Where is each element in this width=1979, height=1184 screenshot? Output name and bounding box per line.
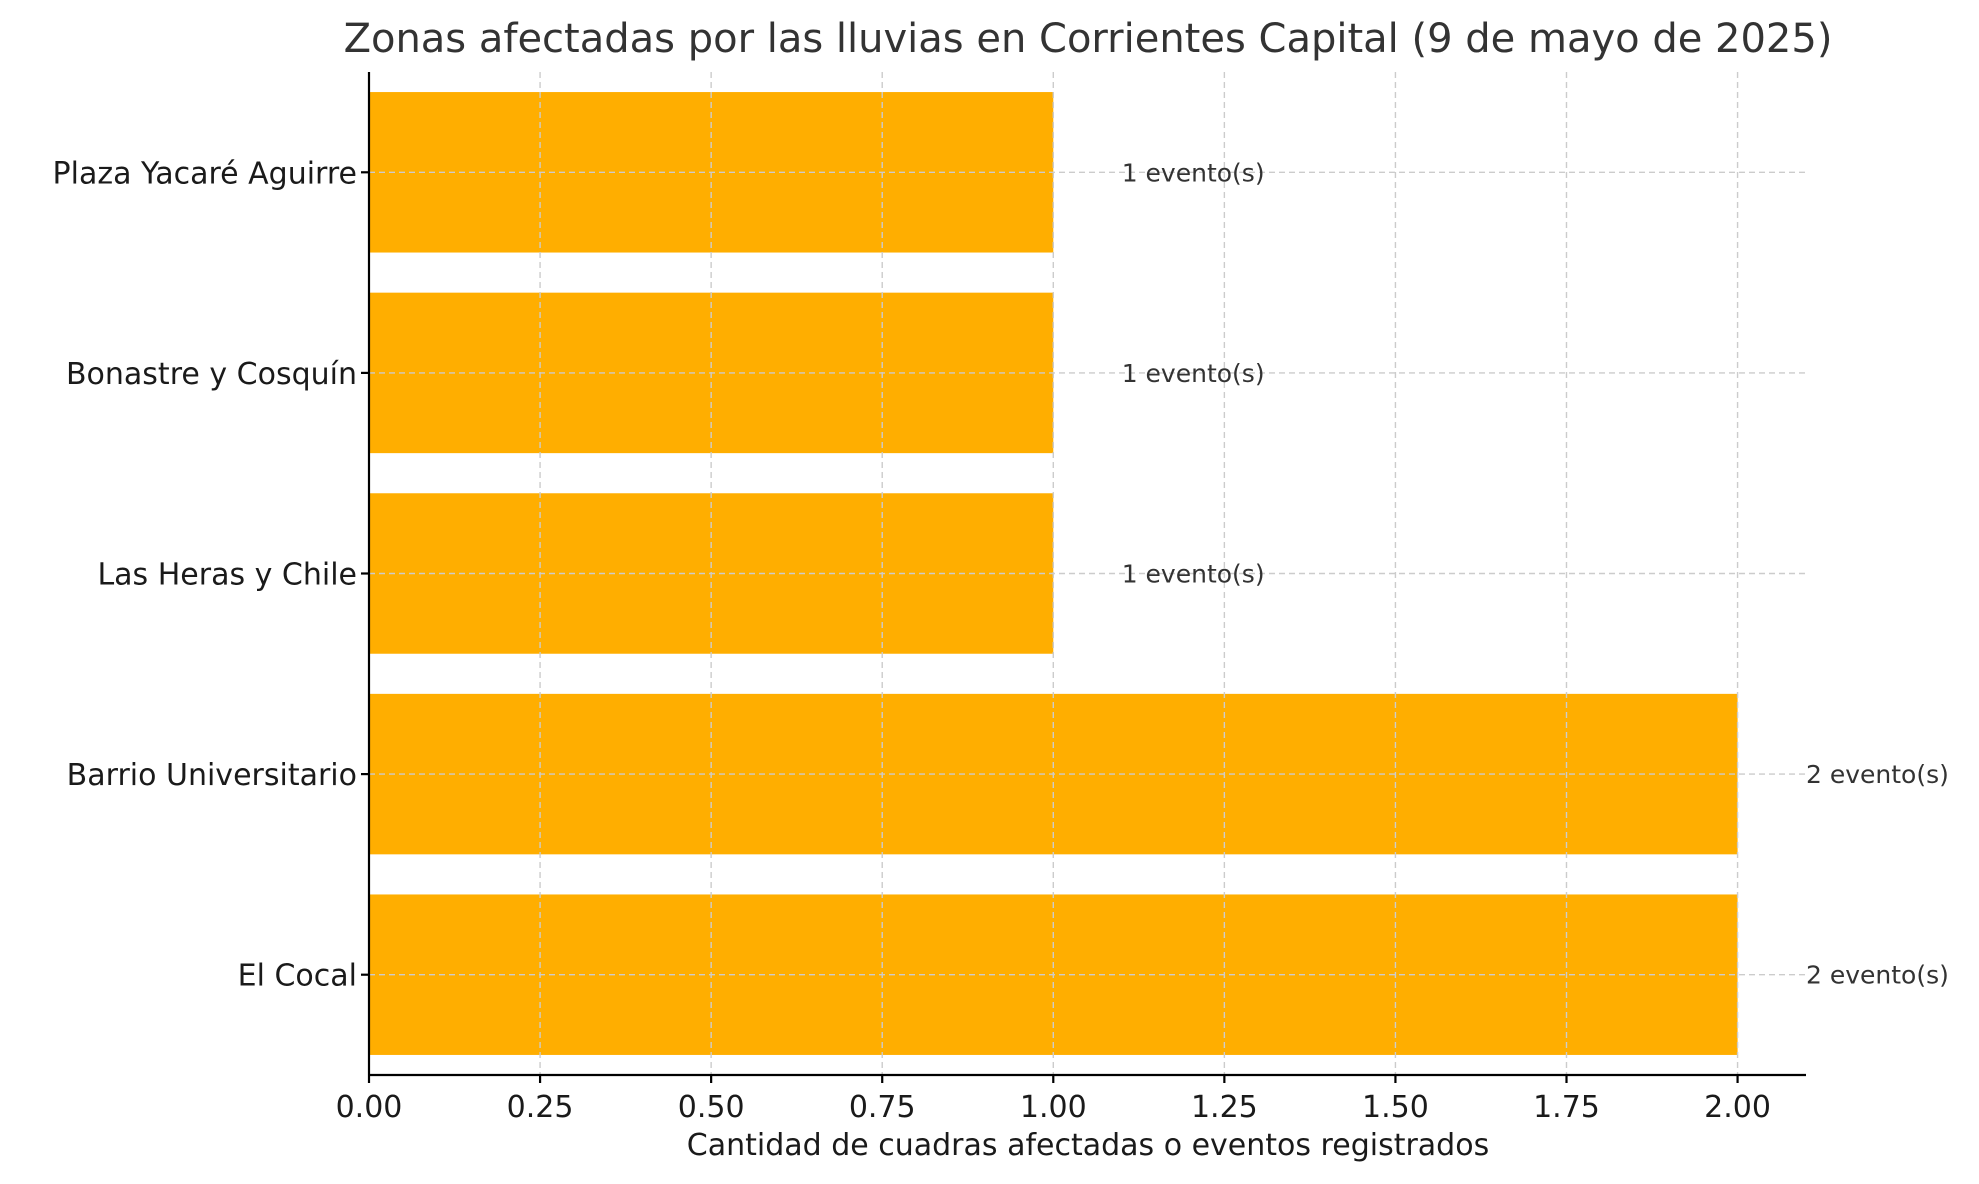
x-tick-label: 1.75 [1533, 1090, 1600, 1125]
chart-title: Zonas afectadas por las lluvias en Corri… [344, 16, 1833, 62]
x-axis-label: Cantidad de cuadras afectadas o eventos … [687, 1128, 1489, 1163]
data-label: 1 evento(s) [1122, 560, 1265, 589]
x-tick-label: 0.00 [336, 1090, 403, 1125]
data-label: 2 evento(s) [1806, 961, 1949, 990]
category-label: Bonastre y Cosquín [66, 357, 357, 392]
category-label: Las Heras y Chile [97, 558, 357, 593]
data-label: 1 evento(s) [1122, 158, 1265, 187]
axes [361, 72, 1806, 1083]
x-tick-label: 1.25 [1191, 1090, 1258, 1125]
x-tick-label: 0.50 [678, 1090, 745, 1125]
category-label: Plaza Yacaré Aguirre [53, 156, 357, 191]
category-label: El Cocal [238, 959, 357, 994]
data-label: 2 evento(s) [1806, 760, 1949, 789]
data-label: 1 evento(s) [1122, 359, 1265, 388]
x-tick-label: 1.00 [1020, 1090, 1087, 1125]
x-tick-label: 0.25 [507, 1090, 574, 1125]
category-label: Barrio Universitario [67, 758, 357, 793]
labels: 0.00 0.25 0.50 0.75 1.00 1.25 1.50 1.75 2.00 El C… [53, 156, 1949, 1125]
x-tick-label: 1.50 [1362, 1090, 1429, 1125]
x-tick-label: 2.00 [1704, 1090, 1771, 1125]
x-tick-label: 0.75 [849, 1090, 916, 1125]
